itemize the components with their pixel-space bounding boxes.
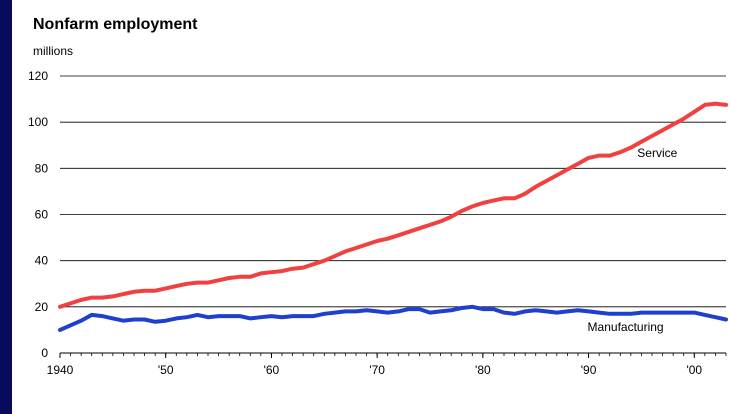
x-tick-label: '70 — [369, 363, 385, 377]
x-tick-label: '00 — [686, 363, 702, 377]
y-tick-label: 20 — [35, 300, 49, 314]
series-line-manufacturing — [58, 304, 728, 332]
y-tick-label: 60 — [35, 208, 49, 222]
x-tick-label: '90 — [581, 363, 597, 377]
y-tick-label: 80 — [35, 161, 49, 175]
x-tick-label: '80 — [475, 363, 491, 377]
chart-panel — [12, 0, 730, 414]
y-axis-unit-label: millions — [33, 44, 74, 58]
x-tick-label: 1940 — [47, 363, 74, 377]
series-label-service: Service — [637, 146, 677, 160]
y-tick-label: 100 — [28, 115, 48, 129]
series-label-manufacturing: Manufacturing — [588, 320, 664, 334]
series-line-service — [58, 101, 728, 309]
y-tick-label: 0 — [41, 346, 48, 360]
x-tick-label: '60 — [264, 363, 280, 377]
chart-title: Nonfarm employment — [33, 16, 198, 33]
y-tick-label: 120 — [28, 69, 48, 83]
y-tick-label: 40 — [35, 254, 49, 268]
x-tick-label: '50 — [158, 363, 174, 377]
